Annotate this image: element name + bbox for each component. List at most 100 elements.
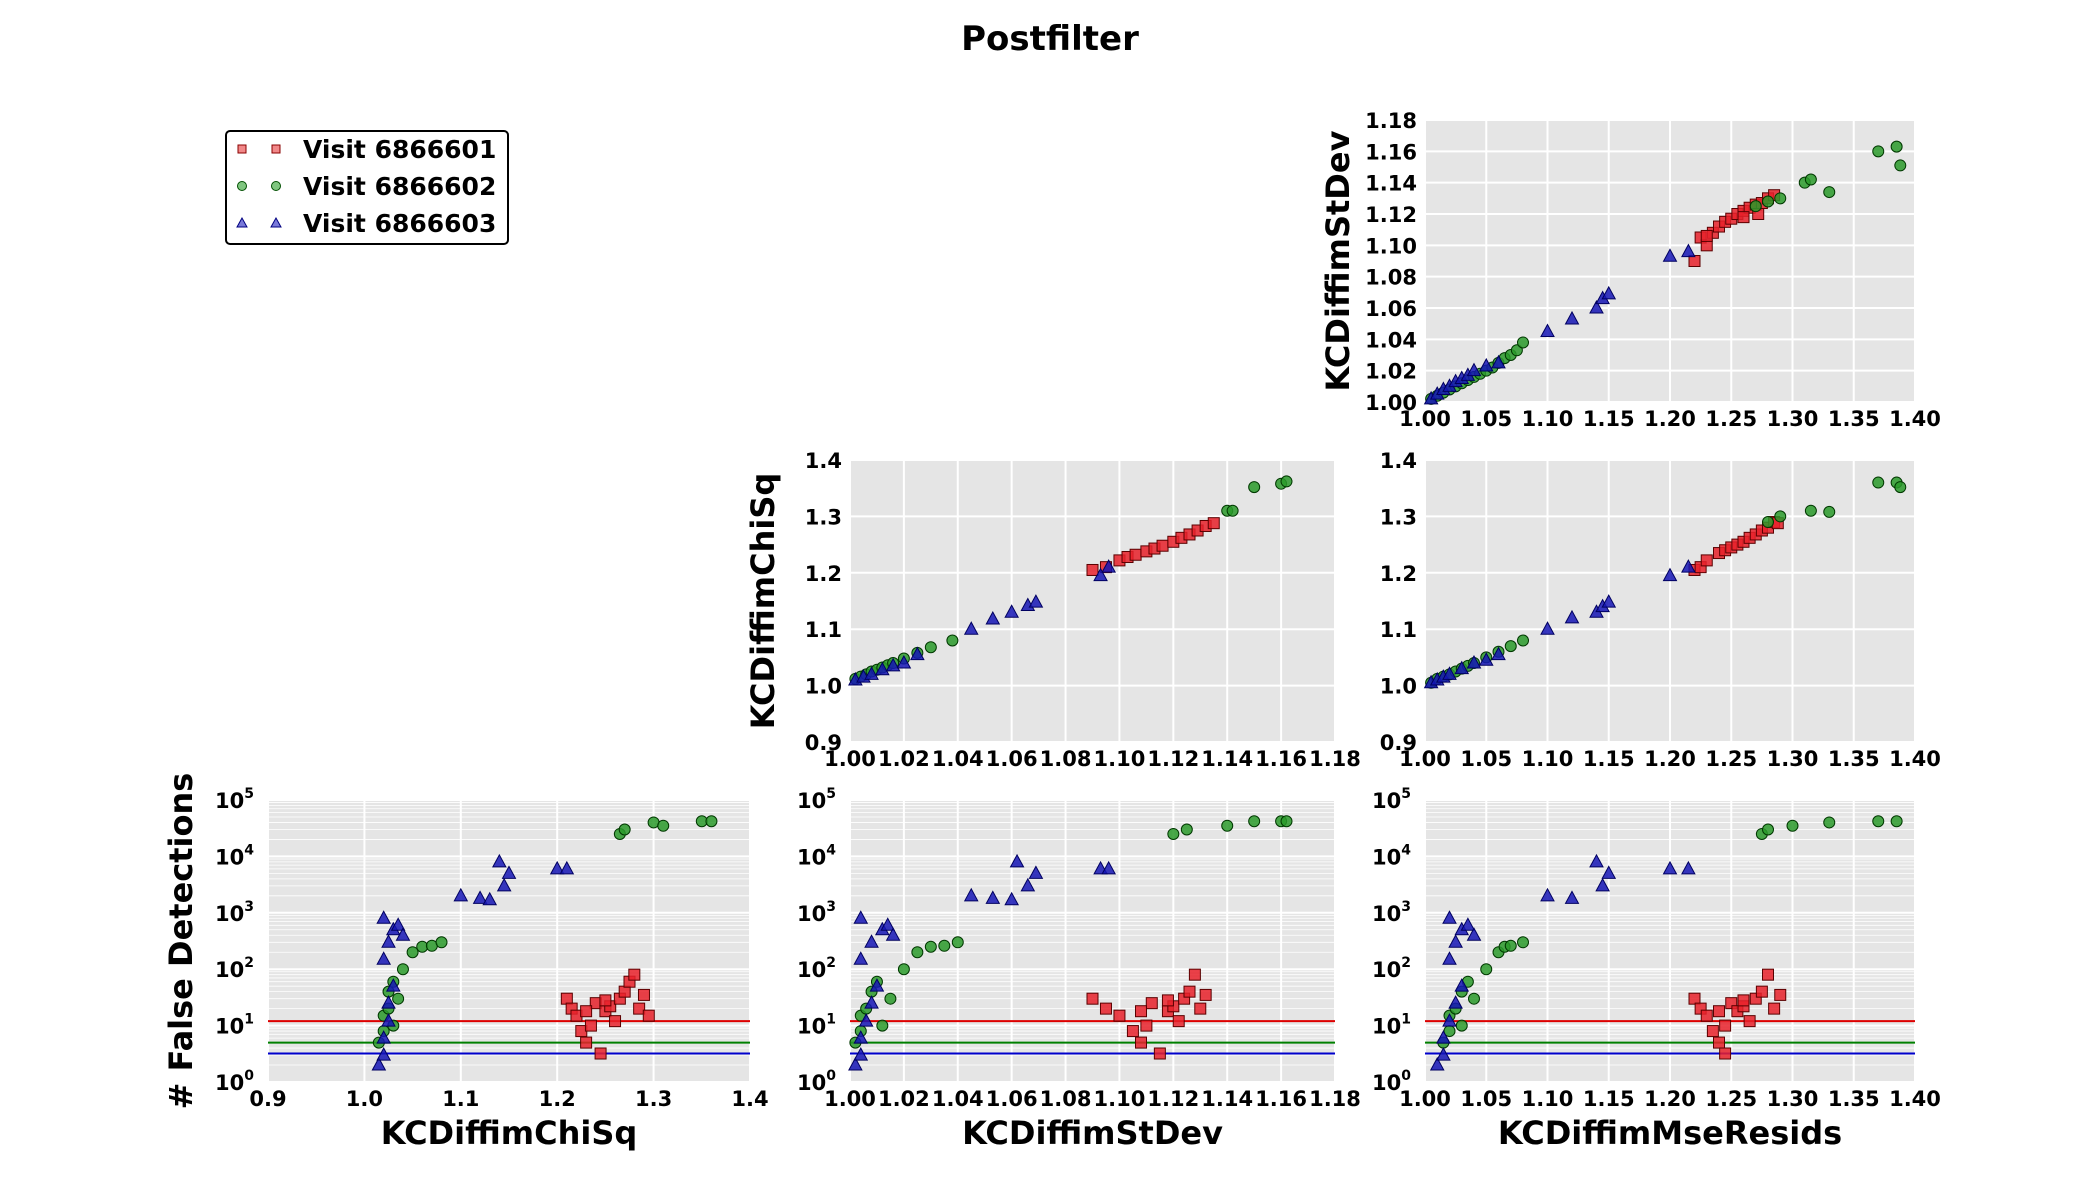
y-tick-label: 103 xyxy=(797,899,836,926)
legend-label: Visit 6866602 xyxy=(303,172,496,201)
point-visit-6866602 xyxy=(392,992,405,1005)
y-tick-label: 104 xyxy=(1372,842,1411,869)
point-visit-6866601 xyxy=(628,968,641,981)
point-visit-6866603 xyxy=(1540,887,1555,902)
x-tick-label: 1.18 xyxy=(1309,1087,1361,1111)
x-tick-label: 1.05 xyxy=(1460,747,1512,771)
x-tick-label: 1.16 xyxy=(1255,747,1307,771)
point-visit-6866603 xyxy=(985,610,1001,625)
point-visit-6866602 xyxy=(1749,200,1762,213)
x-tick-label: 1.30 xyxy=(1767,1087,1819,1111)
x-tick-label: 1.14 xyxy=(1201,747,1253,771)
y-tick-label: 1.3 xyxy=(1380,505,1417,529)
point-visit-6866602 xyxy=(1480,963,1493,976)
x-tick-label: 1.1 xyxy=(442,1087,479,1111)
point-visit-6866601 xyxy=(1749,992,1762,1005)
point-visit-6866603 xyxy=(869,978,885,992)
y-tick-label: 1.0 xyxy=(805,675,842,699)
point-visit-6866601 xyxy=(1145,997,1158,1010)
x-tick-label: 1.05 xyxy=(1460,1087,1512,1111)
point-visit-6866602 xyxy=(938,939,951,952)
x-tick-label: 1.25 xyxy=(1705,747,1757,771)
legend-marker-square xyxy=(237,144,247,154)
point-visit-6866603 xyxy=(1454,660,1470,675)
y-tick-label: 1.04 xyxy=(1365,328,1417,352)
x-tick-label: 1.08 xyxy=(1040,1087,1092,1111)
x-tick-label: 1.20 xyxy=(1644,407,1696,431)
y-tick-label: 1.10 xyxy=(1365,234,1417,258)
panel-false-vs-chisq: 0.9 1.0 1.1 1.2 1.3 1.4 100 101 102 103 104 105 KCDi… xyxy=(162,773,769,1152)
y-tick-label: 105 xyxy=(215,786,254,813)
point-visit-6866603 xyxy=(880,917,896,931)
x-tick-label: 1.15 xyxy=(1583,1087,1635,1111)
point-visit-6866603 xyxy=(1540,621,1555,635)
legend-entry-1: Visit 6866601 xyxy=(237,135,496,164)
point-visit-6866603 xyxy=(371,1056,387,1071)
point-visit-6866603 xyxy=(896,654,912,669)
point-visit-6866601 xyxy=(1700,1009,1713,1022)
point-visit-6866602 xyxy=(406,946,419,959)
point-visit-6866601 xyxy=(642,1009,655,1022)
point-visit-6866602 xyxy=(924,940,937,953)
point-visit-6866602 xyxy=(1180,823,1193,836)
x-tick-label: 1.2 xyxy=(539,1087,576,1111)
point-visit-6866603 xyxy=(1101,559,1117,573)
point-visit-6866601 xyxy=(1135,1036,1147,1049)
y-tick-label: 101 xyxy=(1372,1012,1411,1039)
point-visit-6866603 xyxy=(848,1056,863,1071)
y-tick-label: 1.14 xyxy=(1365,172,1417,196)
point-visit-6866602 xyxy=(1804,173,1817,186)
y-tick-label: 0.9 xyxy=(1380,731,1417,755)
x-axis-label: KCDiffimMseResids xyxy=(1498,1114,1842,1152)
point-visit-6866602 xyxy=(1455,1019,1468,1032)
point-visit-6866603 xyxy=(385,978,401,992)
point-visit-6866603 xyxy=(1601,285,1617,300)
x-tick-label: 1.10 xyxy=(1522,407,1574,431)
plot-area xyxy=(850,800,1335,1082)
point-visit-6866601 xyxy=(1126,1025,1139,1038)
y-tick-label: 105 xyxy=(1372,786,1411,813)
legend-entry-2: Visit 6866602 xyxy=(237,172,496,201)
point-visit-6866602 xyxy=(1786,819,1799,832)
x-tick-label: 1.06 xyxy=(986,747,1038,771)
point-visit-6866603 xyxy=(559,860,575,875)
y-axis-label: # False Detections xyxy=(162,773,200,1110)
point-visit-6866601 xyxy=(1172,1015,1185,1028)
point-visit-6866602 xyxy=(1890,140,1903,153)
point-visit-6866602 xyxy=(396,963,409,976)
y-tick-label: 104 xyxy=(215,842,254,869)
x-tick-label: 1.20 xyxy=(1644,747,1696,771)
point-visit-6866603 xyxy=(1093,567,1108,582)
y-axis-label: KCDiffimChiSq xyxy=(744,473,782,730)
point-visit-6866602 xyxy=(1894,481,1907,494)
point-visit-6866602 xyxy=(1280,815,1293,828)
point-visit-6866603 xyxy=(1466,654,1482,669)
x-tick-label: 1.10 xyxy=(1094,747,1146,771)
point-visit-6866601 xyxy=(1743,1015,1756,1028)
point-visit-6866603 xyxy=(885,657,901,672)
y-tick-label: 1.18 xyxy=(1365,109,1417,133)
point-visit-6866602 xyxy=(1504,640,1517,653)
y-tick-label: 1.08 xyxy=(1365,266,1417,290)
y-tick-label: 100 xyxy=(215,1068,254,1095)
y-tick-label: 1.4 xyxy=(805,449,842,473)
point-visit-6866601 xyxy=(1755,985,1768,998)
point-visit-6866601 xyxy=(1719,1019,1732,1032)
x-tick-label: 1.20 xyxy=(1644,1087,1696,1111)
y-tick-label: 1.12 xyxy=(1365,203,1417,227)
point-visit-6866603 xyxy=(381,995,396,1009)
point-visit-6866603 xyxy=(501,865,517,879)
point-visit-6866602 xyxy=(911,946,924,959)
x-tick-label: 1.35 xyxy=(1828,747,1880,771)
x-tick-label: 1.14 xyxy=(1201,1087,1253,1111)
point-visit-6866602 xyxy=(1248,481,1261,494)
x-tick-label: 1.04 xyxy=(932,747,984,771)
point-visit-6866603 xyxy=(1491,646,1506,661)
point-visit-6866602 xyxy=(1890,815,1903,828)
y-tick-label: 102 xyxy=(797,955,836,982)
point-visit-6866603 xyxy=(1589,299,1604,314)
point-visit-6866601 xyxy=(580,1036,593,1049)
y-tick-label: 1.1 xyxy=(1380,618,1417,642)
point-visit-6866603 xyxy=(549,860,565,875)
point-visit-6866603 xyxy=(472,890,488,904)
